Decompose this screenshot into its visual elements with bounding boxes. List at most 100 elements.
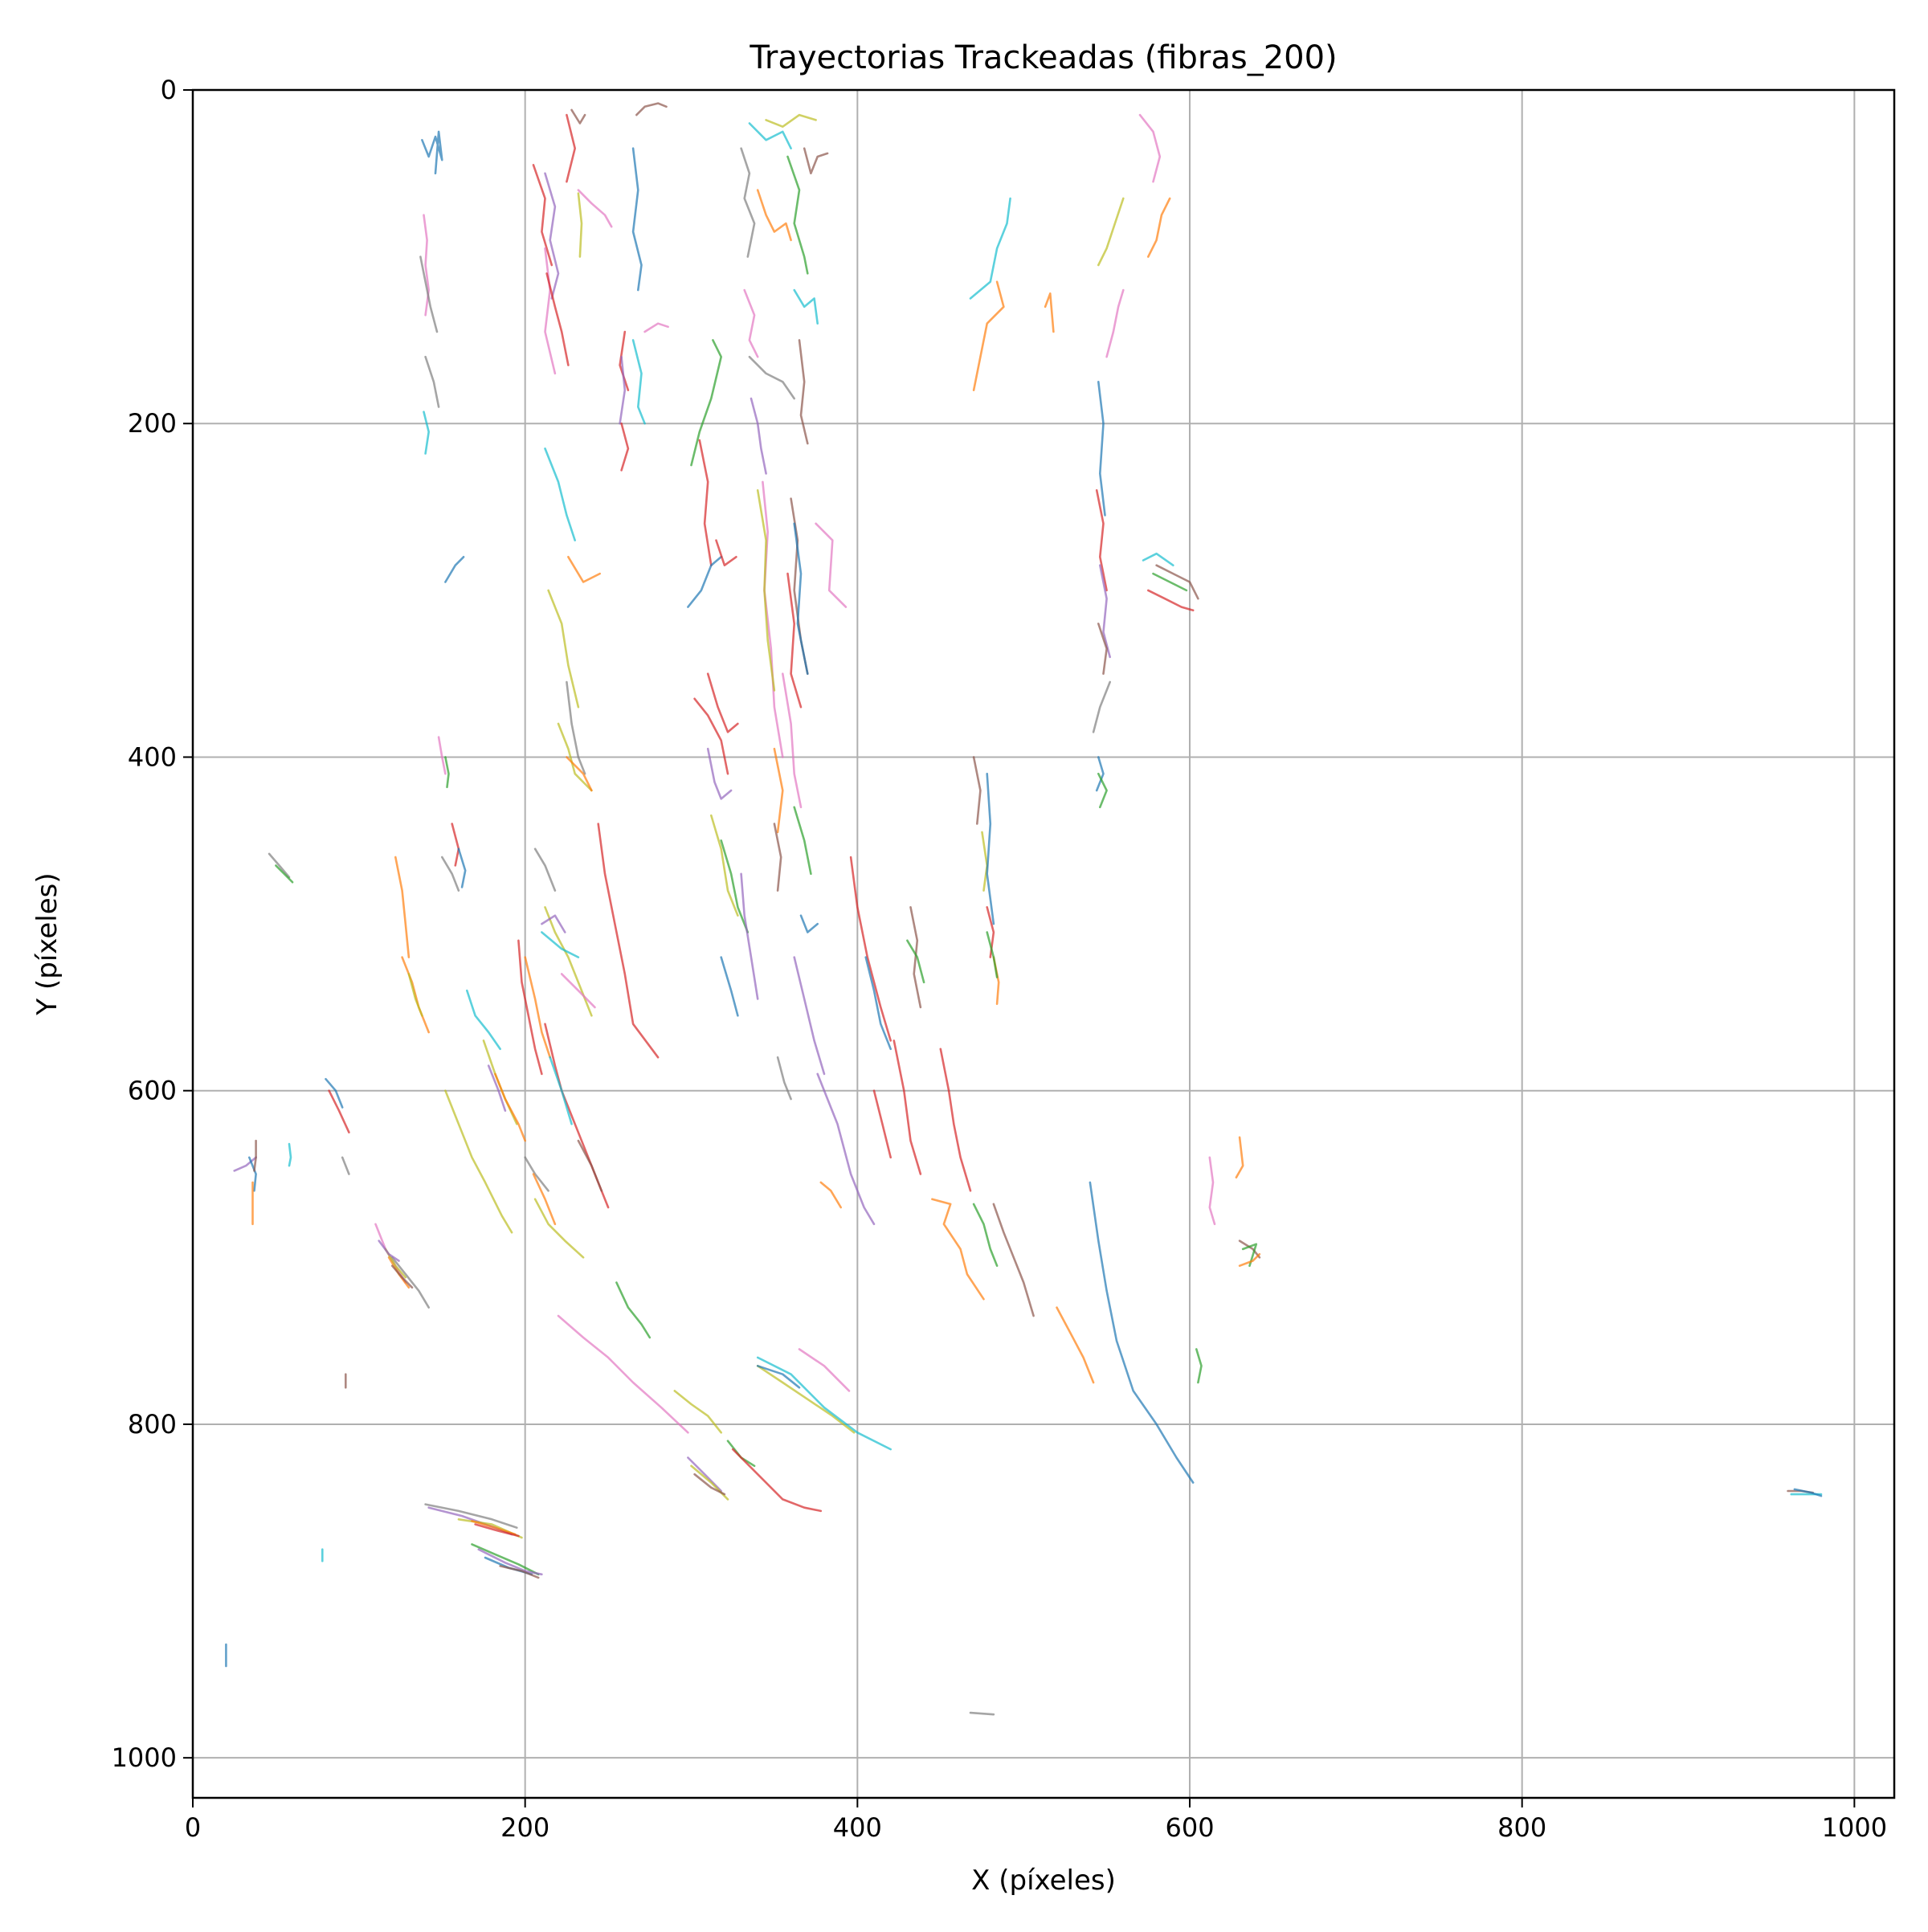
trajectory-line-115 <box>549 1056 573 1125</box>
trajectory-line-120 <box>394 856 411 958</box>
trajectory-line-141 <box>440 856 460 892</box>
trajectory-line-45 <box>773 823 782 892</box>
y-tick-label: 200 <box>128 408 177 439</box>
trajectory-layer <box>225 102 1823 1716</box>
trajectory-line-147 <box>390 1264 414 1289</box>
trajectory-line-41 <box>815 522 848 608</box>
trajectory-line-33 <box>698 439 713 567</box>
trajectory-line-129 <box>328 1089 350 1133</box>
trajectory-line-63 <box>906 939 925 984</box>
trajectory-line-46 <box>693 697 729 775</box>
trajectory-line-28 <box>743 288 759 358</box>
trajectory-line-47 <box>706 672 739 733</box>
trajectory-line-169 <box>477 1548 543 1576</box>
trajectory-line-81 <box>1147 589 1195 612</box>
trajectory-line-2 <box>419 255 439 333</box>
trajectory-line-12 <box>577 192 583 258</box>
x-tick-label: 0 <box>185 1812 201 1843</box>
trajectory-line-152 <box>673 1390 723 1434</box>
trajectory-line-155 <box>693 1472 726 1496</box>
trajectory-line-127 <box>487 1064 507 1112</box>
trajectory-line-16 <box>619 355 627 425</box>
trajectory-line-92 <box>992 1203 1035 1317</box>
trajectory-line-64 <box>776 1056 792 1101</box>
trajectory-line-5 <box>444 555 465 583</box>
trajectory-line-71 <box>1097 772 1108 809</box>
trajectory-line-93 <box>1056 1306 1095 1384</box>
trajectory-line-11 <box>577 189 613 228</box>
x-tick-label: 200 <box>500 1812 549 1843</box>
y-tick-label: 800 <box>128 1409 177 1440</box>
trajectory-line-50 <box>720 839 750 933</box>
trajectory-line-107 <box>533 848 557 892</box>
trajectory-line-52 <box>720 956 739 1017</box>
trajectory-line-82 <box>1142 552 1174 567</box>
trajectory-line-158 <box>756 1365 856 1434</box>
trajectory-line-126 <box>494 1072 527 1142</box>
trajectory-line-67 <box>1099 564 1111 659</box>
trajectory-line-10 <box>566 113 577 183</box>
chart-title: Trayectorias Trackeadas (fibras_200) <box>749 39 1337 76</box>
trajectory-line-44 <box>793 806 812 876</box>
trajectory-line-136 <box>268 852 291 879</box>
trajectory-line-27 <box>793 288 819 325</box>
trajectory-line-55 <box>849 856 892 1042</box>
trajectory-line-102 <box>547 589 580 709</box>
trajectory-line-150 <box>615 1281 652 1339</box>
trajectory-line-110 <box>560 973 596 1009</box>
trajectory-line-56 <box>864 956 892 1051</box>
trajectory-line-76 <box>1147 197 1171 258</box>
y-tick-label: 0 <box>161 75 177 105</box>
trajectory-line-80 <box>1152 572 1188 592</box>
x-tick-label: 400 <box>833 1812 882 1843</box>
trajectory-line-95 <box>1208 1156 1216 1226</box>
x-tick-label: 800 <box>1497 1812 1546 1843</box>
trajectory-line-165 <box>471 1520 517 1536</box>
y-tick-label: 600 <box>128 1076 177 1106</box>
trajectory-line-89 <box>939 1048 972 1192</box>
trajectory-line-20 <box>620 422 630 472</box>
trajectory-line-138 <box>437 736 447 775</box>
trajectory-line-111 <box>541 914 566 933</box>
trajectory-line-135 <box>288 1142 292 1167</box>
trajectory-line-109 <box>541 931 580 958</box>
tick-layer: 0 200 400 600 800 1000 0 200 400 600 800 1000 <box>112 75 1888 1843</box>
trajectory-line-40 <box>786 572 803 709</box>
trajectory-line-159 <box>756 1356 892 1451</box>
trajectory-line-113 <box>524 956 552 1059</box>
trajectory-line-34 <box>687 555 723 608</box>
trajectory-line-32 <box>690 339 723 467</box>
trajectory-line-15 <box>619 330 630 392</box>
trajectory-line-119 <box>533 1198 585 1259</box>
trajectory-line-59 <box>799 914 819 933</box>
trajectory-line-134 <box>253 1139 257 1172</box>
trajectory-line-26 <box>803 147 829 175</box>
y-tick-label: 1000 <box>112 1742 177 1773</box>
trajectory-line-131 <box>233 1156 257 1172</box>
trajectory-line-97 <box>1238 1240 1261 1259</box>
trajectory-line-74 <box>972 280 1005 392</box>
trajectory-line-132 <box>247 1156 257 1192</box>
trajectory-line-148 <box>378 1240 400 1262</box>
trajectory-line-58 <box>893 1040 922 1175</box>
trajectory-line-160 <box>798 1348 851 1392</box>
trajectory-line-94 <box>1089 1181 1195 1484</box>
plot-frame <box>191 88 1896 1799</box>
trajectory-line-13 <box>570 108 586 125</box>
trajectory-line-60 <box>819 1181 842 1209</box>
trajectory-line-18 <box>643 322 669 333</box>
trajectory-line-166 <box>474 1523 520 1538</box>
trajectory-line-69 <box>1092 680 1111 733</box>
trajectory-line-142 <box>457 848 467 888</box>
trajectory-line-157 <box>731 1448 823 1513</box>
trajectory-line-123 <box>444 1089 513 1234</box>
trajectory-line-68 <box>1097 623 1108 676</box>
trajectory-line-98 <box>1241 1243 1258 1267</box>
trajectory-line-77 <box>1138 113 1162 183</box>
trajectory-line-100 <box>1195 1348 1203 1384</box>
trajectory-line-1 <box>423 214 431 317</box>
trajectory-line-30 <box>750 397 767 475</box>
trajectory-line-161 <box>756 1365 801 1389</box>
